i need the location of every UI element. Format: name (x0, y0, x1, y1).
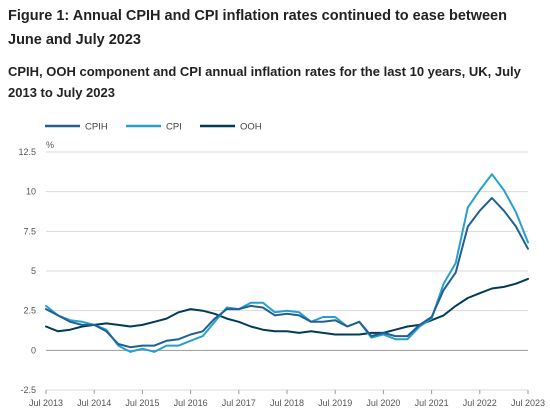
legend: CPIH CPI OOH (45, 122, 262, 133)
y-tick-label: -2.5 (20, 385, 36, 395)
x-tick-label: Jul 2022 (463, 398, 497, 408)
x-tick-label: Jul 2021 (415, 398, 449, 408)
series-line-cpi (45, 173, 529, 353)
legend-label-ooh: OOH (240, 122, 262, 133)
x-tick-label: Jul 2014 (77, 398, 111, 408)
x-tick-label: Jul 2013 (29, 398, 63, 408)
y-tick-label: 5 (31, 266, 36, 276)
series-line-ooh (45, 277, 529, 336)
series-lines (45, 173, 529, 353)
x-tick-label: Jul 2017 (222, 398, 256, 408)
x-tick-label: Jul 2016 (174, 398, 208, 408)
legend-label-cpih: CPIH (85, 122, 108, 133)
y-tick-label: 2.5 (23, 306, 36, 316)
y-tick-label: 0 (31, 345, 36, 355)
x-tick-label: Jul 2023 (511, 398, 545, 408)
y-tick-label: 7.5 (23, 226, 36, 236)
x-ticks: Jul 2013 Jul 2014 Jul 2015 Jul 2016 Jul 2017… (29, 390, 545, 408)
x-tick-label: Jul 2018 (270, 398, 304, 408)
series-line-cpih (45, 197, 529, 349)
y-tick-label: 12.5 (18, 147, 36, 157)
legend-label-cpi: CPI (166, 122, 182, 133)
y-tick-labels: -2.5 0 2.5 5 7.5 10 12.5 (18, 147, 36, 395)
chart-title: Figure 1: Annual CPIH and CPI inflation … (8, 8, 507, 48)
chart-subtitle: CPIH, OOH component and CPI annual infla… (8, 64, 521, 100)
x-tick-label: Jul 2015 (125, 398, 159, 408)
y-tick-label: 10 (26, 187, 36, 197)
y-axis-unit: % (46, 140, 54, 150)
x-tick-label: Jul 2019 (318, 398, 352, 408)
x-tick-label: Jul 2020 (366, 398, 400, 408)
